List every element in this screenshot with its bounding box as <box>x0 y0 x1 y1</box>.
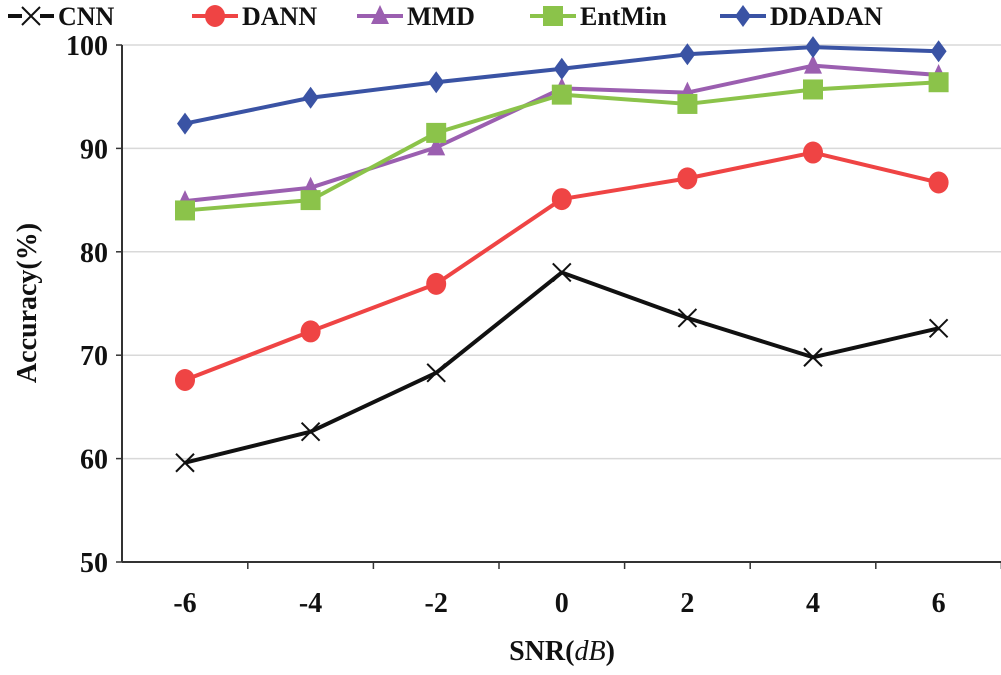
x-axis-unit: dB <box>574 636 605 667</box>
legend-item-cnn: CNN <box>8 2 115 31</box>
square-marker <box>300 190 321 211</box>
y-tick-label: 80 <box>80 238 108 269</box>
y-tick-label: 60 <box>80 445 108 476</box>
square-marker <box>803 79 823 100</box>
circle-marker <box>300 320 321 343</box>
x-tick-label: 4 <box>806 588 820 619</box>
legend-label: DANN <box>242 2 317 31</box>
triangle-marker <box>427 136 446 156</box>
y-tick-label: 50 <box>80 548 108 579</box>
x-axis-label: SNR(dB) <box>509 636 615 667</box>
diamond-marker <box>553 57 570 80</box>
diamond-marker <box>302 86 319 109</box>
x-tick-label: -6 <box>173 588 196 619</box>
diamond-marker <box>428 71 445 94</box>
series-cnn <box>175 262 949 473</box>
x-tick-label: 0 <box>555 588 569 619</box>
x-marker <box>21 6 41 26</box>
circle-marker <box>205 5 225 27</box>
x-axis-label-text: SNR <box>509 636 566 667</box>
triangle-marker <box>371 5 389 24</box>
x-marker <box>175 453 195 473</box>
series-group <box>175 36 949 473</box>
series-dann <box>175 141 949 392</box>
square-marker <box>175 200 195 221</box>
x-marker <box>300 422 321 442</box>
square-marker <box>677 93 698 114</box>
axes: 50 60 70 80 90 100 -6 -4 -2 0 2 4 6 <box>66 31 1001 619</box>
y-axis-label: Accuracy(%) <box>12 223 43 383</box>
circle-marker <box>175 369 195 392</box>
square-marker <box>551 84 572 105</box>
diamond-marker <box>930 40 947 63</box>
diamond-marker <box>805 36 821 59</box>
x-tick-label: 2 <box>680 588 694 619</box>
legend-item-entmin: EntMin <box>530 2 667 31</box>
y-tick-label: 90 <box>80 134 108 165</box>
x-marker <box>803 347 823 367</box>
legend: CNN DANN MMD EntMin DDADAN <box>8 2 883 31</box>
x-marker <box>426 363 446 383</box>
x-tick-label: -4 <box>299 588 322 619</box>
legend-label: DDADAN <box>770 2 883 31</box>
circle-marker <box>551 188 572 211</box>
grid <box>122 44 1001 460</box>
x-marker <box>677 308 698 328</box>
legend-label: CNN <box>58 2 115 31</box>
diamond-marker <box>177 112 193 135</box>
x-marker <box>928 318 949 339</box>
diamond-marker <box>679 43 696 66</box>
series-line <box>184 270 940 465</box>
square-marker <box>426 122 447 143</box>
legend-item-ddadan: DDADAN <box>720 2 883 31</box>
x-tick-label: 6 <box>932 588 946 619</box>
series-line <box>184 150 940 382</box>
square-marker <box>543 6 563 26</box>
series-ddadan <box>177 36 947 135</box>
legend-label: MMD <box>407 2 475 31</box>
triangle-marker <box>804 54 822 74</box>
legend-item-dann: DANN <box>192 2 317 31</box>
circle-marker <box>677 167 698 190</box>
circle-marker <box>803 141 823 164</box>
x-marker <box>552 262 572 283</box>
series-entmin <box>175 72 949 221</box>
legend-item-mmd: MMD <box>357 2 475 31</box>
diamond-marker <box>735 5 751 27</box>
y-tick-label: 100 <box>66 31 108 62</box>
y-tick-label: 70 <box>80 341 108 372</box>
circle-marker <box>426 272 447 295</box>
legend-label: EntMin <box>580 2 667 31</box>
circle-marker <box>928 171 949 194</box>
square-marker <box>928 72 949 93</box>
x-tick-label: -2 <box>425 588 448 619</box>
